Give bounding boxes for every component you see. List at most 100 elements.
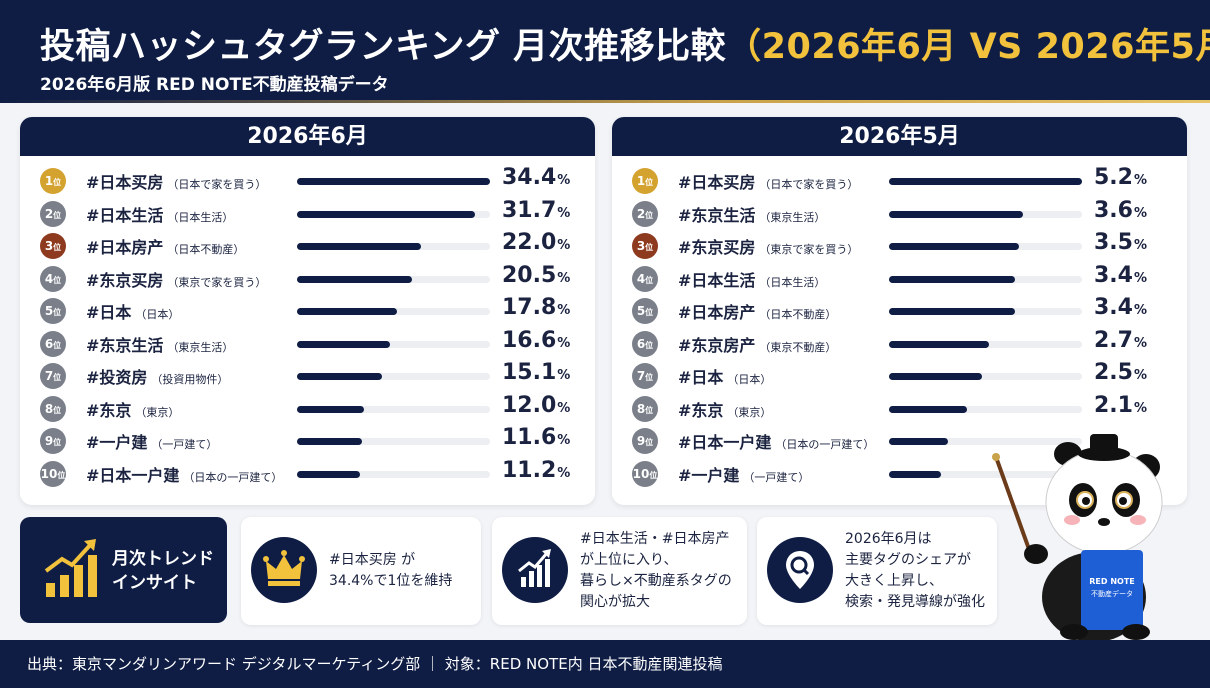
hashtag-label: #日本一户建 （日本の一戸建て） (86, 462, 282, 486)
ranking-row: 6位 #东京房产 （東京不動産） 2.7% (612, 328, 1187, 360)
rank-suffix: 位 (53, 178, 62, 187)
ranking-row: 5位 #日本 （日本） 17.8% (20, 295, 595, 327)
share-bar (889, 470, 941, 478)
share-bar-track (889, 470, 1082, 478)
rank-badge: 7位 (40, 363, 66, 389)
share-bar-track (889, 373, 1082, 380)
share-value: 2.5 (1094, 360, 1133, 385)
percent-unit: % (557, 433, 571, 448)
hashtag-label: #日本 （日本） (86, 299, 179, 323)
share-bar-track (889, 405, 1082, 413)
share-value: 3.6 (1094, 197, 1133, 223)
share-bar-track (889, 340, 1082, 348)
insight-label: 月次トレンド インサイト (112, 549, 214, 593)
ranking-row: 10位 #一户建 （一戸建て） (612, 458, 1187, 490)
percent-unit: % (1133, 400, 1148, 416)
share-percent: 2.1% (1094, 393, 1147, 418)
rank-number: 7 (636, 369, 646, 383)
ranking-row: 2位 #日本生活 （日本生活） 31.7% (20, 198, 595, 230)
hashtag-text: #日本 (86, 303, 132, 322)
hashtag-translation: （一戸建て） (151, 438, 218, 451)
percent-unit: % (1133, 368, 1148, 383)
rank-suffix: 位 (645, 178, 654, 187)
share-percent: 3.5% (1094, 230, 1147, 255)
hashtag-text: #日本房产 (86, 238, 164, 257)
rank-suffix: 位 (53, 405, 62, 415)
hashtag-label: #日本房产 （日本不動産） (86, 234, 244, 258)
rank-badge: 6位 (632, 330, 658, 357)
ranking-row: 4位 #东京买房 （東京で家を買う） 20.5% (20, 263, 595, 295)
panel-heading: 2026年5月 (612, 117, 1187, 156)
share-bar (297, 210, 475, 218)
rank-number: 9 (636, 434, 646, 448)
ranking-row: 10位 #日本一户建 （日本の一戸建て） 11.2% (20, 458, 595, 490)
rank-suffix: 位 (649, 470, 658, 480)
percent-unit: % (1133, 270, 1148, 286)
rank-suffix: 位 (53, 438, 62, 447)
hashtag-translation: （日本生活） (167, 210, 234, 224)
ranking-row: 5位 #日本房产 （日本不動産） 3.4% (612, 295, 1187, 327)
rank-number: 3 (44, 239, 54, 253)
percent-unit: % (557, 205, 571, 221)
rank-suffix: 位 (645, 308, 654, 317)
rank-number: 9 (44, 434, 54, 448)
share-bar (297, 178, 490, 185)
hashtag-label: #一户建 （一戸建て） (678, 462, 809, 486)
title-period: （2026年6月 VS 2026年5月） (726, 27, 1210, 67)
hashtag-text: #东京买房 (86, 270, 164, 290)
insight-card-1: #日本买房 が 34.4%で1位を維持 (241, 517, 481, 625)
rank-number: 2 (636, 206, 646, 221)
rank-number: 4 (636, 271, 646, 286)
share-value: 31.7 (502, 197, 557, 223)
rank-suffix: 位 (53, 340, 62, 350)
svg-text:不動産データ: 不動産データ (1091, 589, 1133, 598)
hashtag-text: #一户建 (86, 433, 148, 452)
share-bar (297, 308, 397, 315)
insight-card-2: #日本生活・#日本房产 が上位に入り、 暮らし×不動産系タグの 関心が拡大 (492, 517, 747, 625)
percent-unit: % (1133, 335, 1148, 351)
rank-badge: 1位 (632, 168, 658, 194)
share-bar (889, 373, 982, 380)
hashtag-label: #日本房产 （日本不動産） (678, 299, 836, 323)
share-percent: 11.2% (502, 458, 570, 483)
rank-badge: 9位 (40, 428, 66, 454)
share-bar-track (297, 308, 490, 315)
rank-badge: 5位 (632, 298, 658, 324)
share-bar-track (297, 275, 490, 283)
share-percent: 12.0% (502, 393, 570, 418)
share-bar (297, 470, 360, 478)
rank-number: 4 (44, 271, 54, 286)
rank-number: 1 (636, 174, 646, 188)
rank-badge: 3位 (632, 233, 658, 259)
rank-number: 1 (44, 174, 54, 188)
rank-suffix: 位 (645, 405, 654, 415)
hashtag-translation: （東京） (135, 405, 180, 419)
share-bar (889, 210, 1023, 218)
hashtag-text: #日本买房 (86, 173, 164, 192)
rank-number: 7 (44, 369, 54, 383)
rank-suffix: 位 (53, 373, 62, 382)
rank-badge: 4位 (632, 265, 658, 292)
share-bar (889, 275, 1016, 283)
percent-unit: % (557, 335, 571, 351)
hashtag-text: #日本生活 (86, 205, 164, 225)
ranking-row: 9位 #日本一户建 （日本の一戸建て） (612, 425, 1187, 457)
rank-badge: 2位 (632, 200, 658, 227)
hashtag-label: #东京房产 （東京不動産） (678, 332, 836, 356)
percent-unit: % (557, 173, 571, 188)
rank-suffix: 位 (645, 275, 654, 285)
hashtag-text: #日本生活 (678, 270, 756, 290)
share-percent: 5.2% (1094, 165, 1147, 190)
hashtag-translation: （日本生活） (759, 275, 826, 289)
share-value: 3.4 (1094, 295, 1133, 320)
rank-badge: 8位 (632, 395, 658, 422)
share-percent: 15.1% (502, 360, 570, 385)
rank-badge: 2位 (40, 200, 66, 227)
hashtag-translation: （日本で家を買う） (167, 178, 267, 191)
share-value: 16.6 (502, 327, 557, 353)
hashtag-label: #日本生活 （日本生活） (678, 267, 825, 291)
rank-badge: 8位 (40, 395, 66, 422)
rank-number: 6 (636, 336, 646, 351)
rank-number: 8 (44, 401, 54, 416)
share-percent: 2.7% (1094, 328, 1147, 353)
